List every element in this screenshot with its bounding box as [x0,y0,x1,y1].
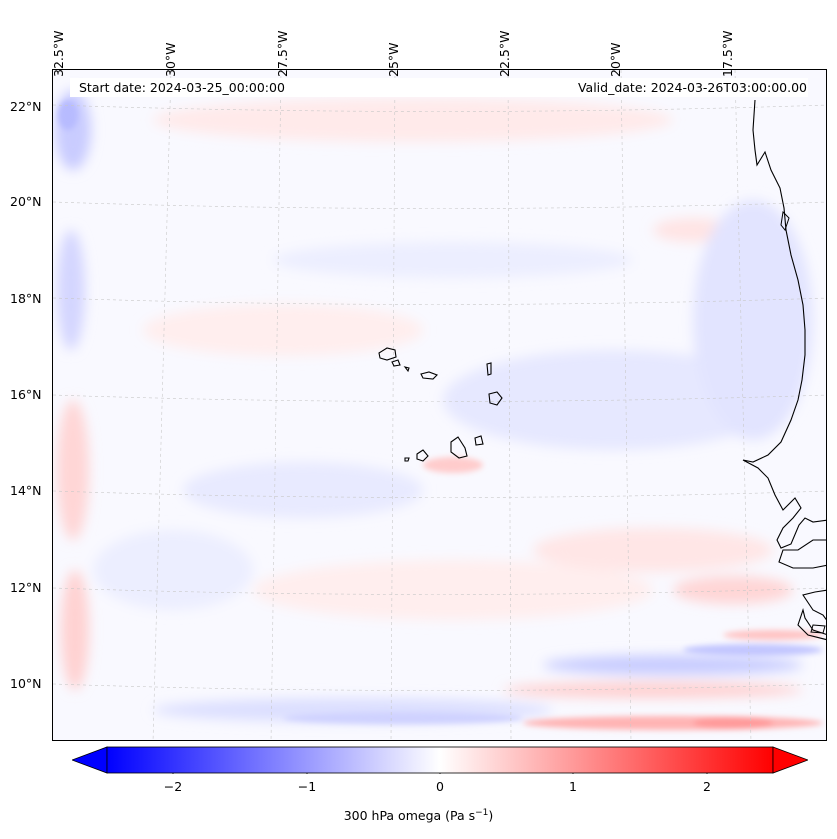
gridlines [53,70,826,740]
lon-label: 32.5°W [51,30,66,77]
info-strip [70,78,808,97]
lat-label: 16°N [10,387,42,402]
coastal-island [780,210,790,232]
brava-island [404,457,410,462]
colorbar-min-extend [72,746,108,774]
map-panel [52,69,827,741]
lat-label: 12°N [10,580,42,595]
colorbar-tick-label: −1 [297,779,317,794]
lon-label: 25°W [386,42,401,77]
start-date-label: Start date: 2024-03-25_00:00:00 [79,80,285,95]
lat-label: 10°N [10,676,42,691]
boa-vista-island [488,391,503,406]
sao-vicente-island [391,359,401,367]
colorbar-label-exponent: −1 [475,808,489,818]
lat-label: 22°N [10,99,42,114]
bijagos-island [810,624,826,634]
colorbar-tick-label: 1 [569,779,577,794]
sal-island [486,362,492,376]
colorbar-ticks [172,773,708,774]
valid-date-label: Valid_date: 2024-03-26T03:00:00.00 [577,80,807,95]
colorbar-gradient [106,746,774,774]
colorbar-max-extend [772,746,808,774]
colorbar-label: 300 hPa omega (Pa s−1) [0,808,837,823]
colorbar-tick-label: 2 [703,779,711,794]
colorbar-label-text: 300 hPa omega (Pa s [343,808,476,824]
santo-antao-island [378,347,397,361]
sao-nicolau-island [420,371,438,380]
lat-label: 20°N [10,194,42,209]
lat-label: 14°N [10,483,42,498]
africa-coastline [742,99,826,641]
lon-label: 22.5°W [497,30,512,77]
lat-label: 18°N [10,291,42,306]
lon-label: 30°W [163,42,178,77]
lon-label: 20°W [608,42,623,77]
lon-label: 17.5°W [720,30,735,77]
omega-field-map [53,70,826,740]
fogo-island [416,449,429,462]
colorbar-tick-label: −2 [163,779,183,794]
maio-island [474,435,484,446]
colorbar-label-close: ) [488,808,494,824]
lon-label: 27.5°W [275,30,290,77]
cape-verde-islands [378,347,503,462]
omega-strong-patches [58,100,823,730]
santiago-island [450,436,468,459]
colorbar [72,746,808,774]
colorbar-tick-label: 0 [436,779,444,794]
santa-luzia-island [403,366,410,373]
